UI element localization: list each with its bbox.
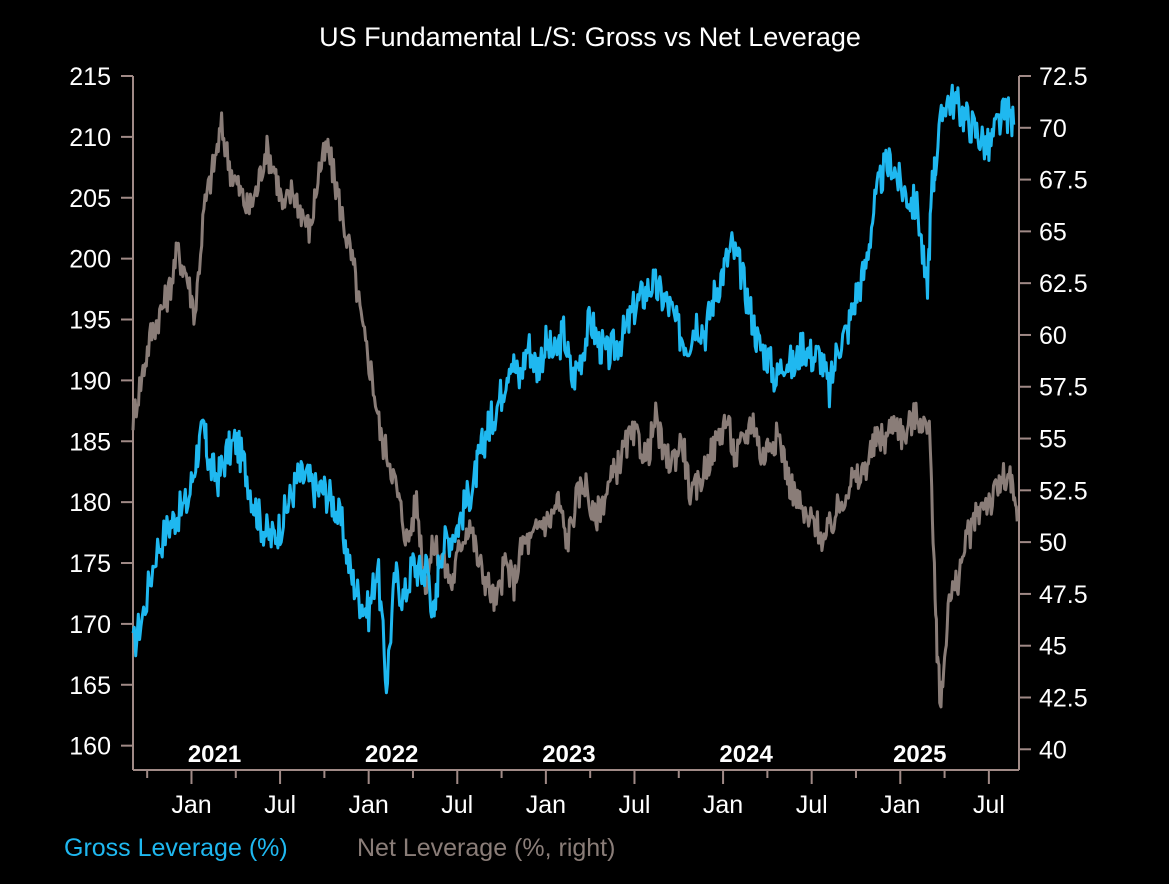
left-tick-label: 180 <box>69 489 111 517</box>
year-labels: 2021 2022 2023 2024 2025 <box>188 741 947 768</box>
x-axis-ticks: Jan Jul Jan Jul Jan Jul Jan Jul Jan Jul <box>146 770 1005 819</box>
left-tick-label: 175 <box>69 550 111 578</box>
left-tick-label: 215 <box>69 63 111 91</box>
right-axis-ticks: 40 42.5 45 47.5 50 52.5 55 57.5 60 62.5 65 67.5 70 72… <box>1019 63 1088 764</box>
year-label: 2021 <box>188 741 241 768</box>
x-tick-label: Jan <box>349 791 389 819</box>
right-tick-label: 70 <box>1039 115 1067 143</box>
right-tick-label: 42.5 <box>1039 684 1088 712</box>
left-tick-label: 165 <box>69 672 111 700</box>
left-tick-label: 170 <box>69 611 111 639</box>
x-tick-label: Jan <box>171 791 211 819</box>
right-tick-label: 45 <box>1039 633 1067 661</box>
x-tick-label: Jan <box>880 791 920 819</box>
gross-leverage-line <box>131 83 1016 695</box>
right-tick-label: 57.5 <box>1039 374 1088 402</box>
year-label: 2022 <box>365 741 418 768</box>
right-tick-label: 40 <box>1039 736 1067 764</box>
legend-gross: Gross Leverage (%) <box>64 834 288 862</box>
right-tick-label: 60 <box>1039 322 1067 350</box>
net-leverage-line <box>131 111 1019 709</box>
chart-title: US Fundamental L/S: Gross vs Net Leverag… <box>319 22 861 52</box>
left-tick-label: 210 <box>69 124 111 152</box>
year-label: 2024 <box>719 741 773 768</box>
x-tick-label: Jul <box>441 791 473 819</box>
x-tick-label: Jul <box>264 791 296 819</box>
right-tick-label: 55 <box>1039 426 1067 454</box>
right-tick-label: 47.5 <box>1039 581 1088 609</box>
year-label: 2023 <box>542 741 595 768</box>
x-tick-label: Jul <box>618 791 650 819</box>
right-tick-label: 50 <box>1039 529 1067 557</box>
left-tick-label: 205 <box>69 185 111 213</box>
left-tick-label: 190 <box>69 367 111 395</box>
left-tick-label: 195 <box>69 307 111 335</box>
year-label: 2025 <box>893 741 946 768</box>
left-tick-label: 200 <box>69 246 111 274</box>
right-tick-label: 52.5 <box>1039 477 1088 505</box>
left-axis-ticks: 160 165 170 175 180 185 190 195 200 205 210 215 <box>69 63 133 761</box>
right-tick-label: 72.5 <box>1039 63 1088 91</box>
axes <box>132 76 1020 771</box>
x-tick-label: Jul <box>973 791 1005 819</box>
right-tick-label: 65 <box>1039 218 1067 246</box>
right-tick-label: 67.5 <box>1039 167 1088 195</box>
x-tick-label: Jan <box>526 791 566 819</box>
series-group <box>131 83 1019 709</box>
left-tick-label: 160 <box>69 733 111 761</box>
x-tick-label: Jul <box>796 791 828 819</box>
x-tick-label: Jan <box>703 791 743 819</box>
legend-net: Net Leverage (%, right) <box>357 834 615 862</box>
right-tick-label: 62.5 <box>1039 270 1088 298</box>
left-tick-label: 185 <box>69 428 111 456</box>
